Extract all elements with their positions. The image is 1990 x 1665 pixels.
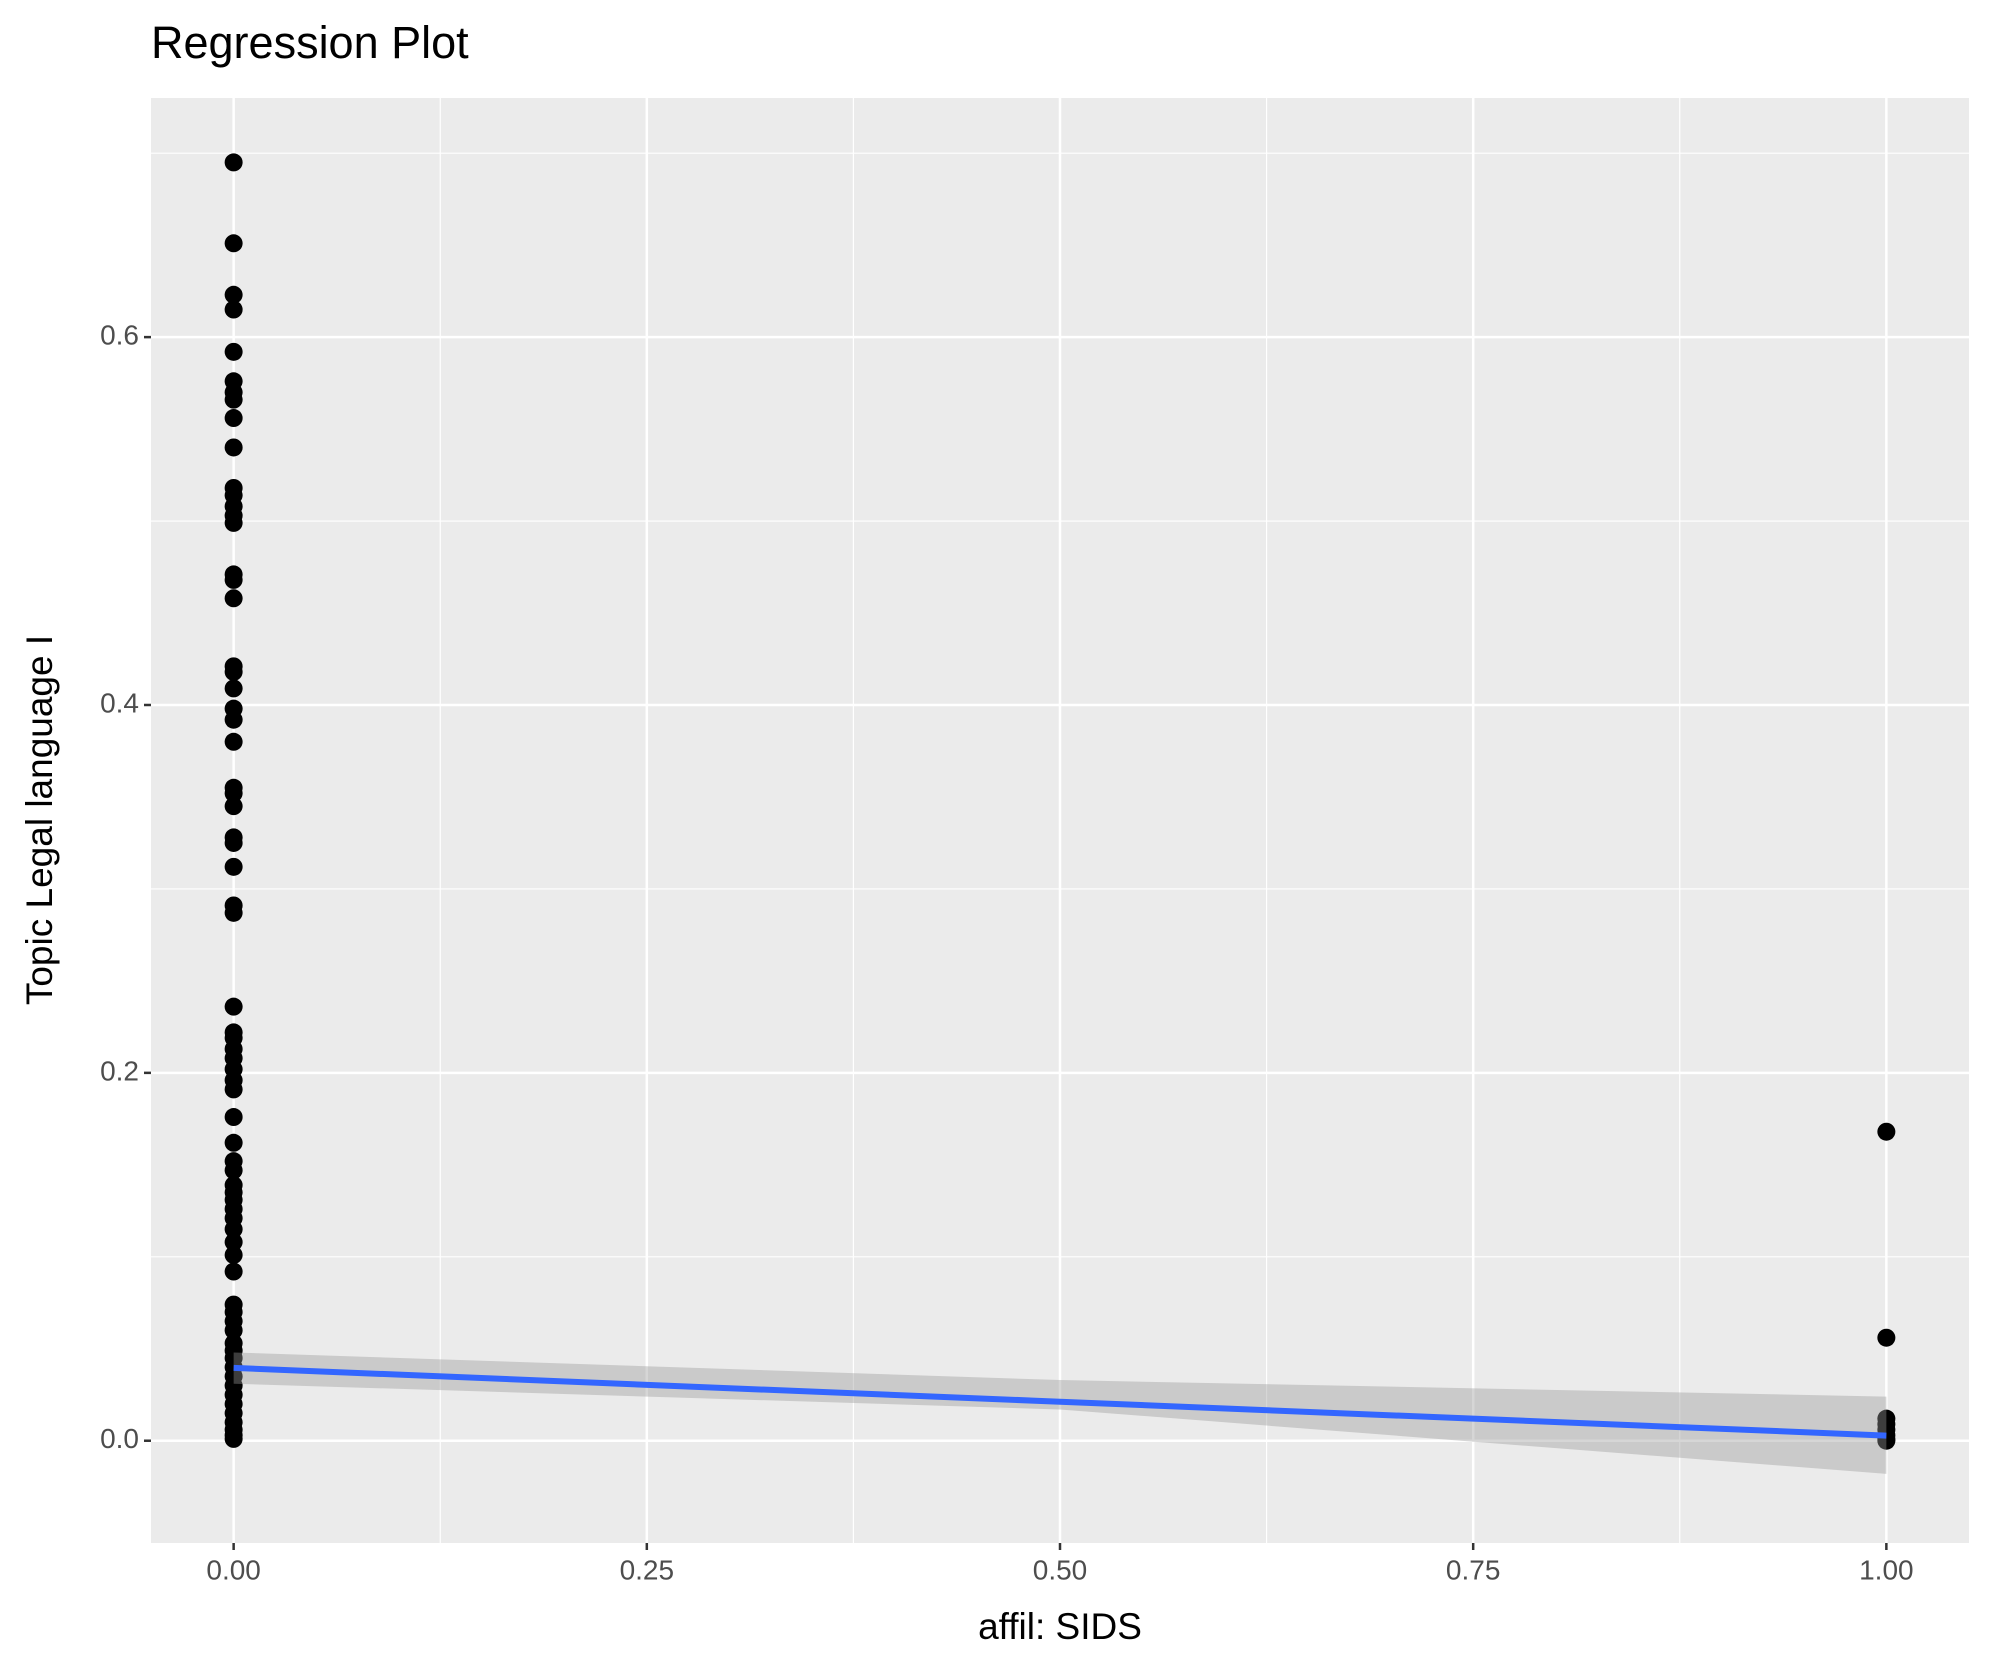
point [224,857,243,876]
point [224,390,243,409]
point [224,903,243,922]
point [224,833,243,852]
point [224,1245,243,1264]
point [1877,1122,1896,1141]
y-tick-label: 0.0 [100,1423,139,1454]
point [224,1233,243,1252]
point [224,1429,243,1448]
point [224,679,243,698]
x-tick-label: 0.75 [1446,1554,1501,1585]
point [1877,1328,1896,1347]
point [224,797,243,816]
point [224,1108,243,1127]
point [224,1321,243,1340]
chart-title: Regression Plot [151,17,469,68]
point [224,438,243,457]
point [224,570,243,589]
point [224,784,243,803]
point [224,1220,243,1239]
point [224,1080,243,1099]
x-tick-label: 0.00 [206,1554,261,1585]
point [224,662,243,681]
point [224,997,243,1016]
y-axis-title: Topic Legal language I [19,635,60,1005]
point [224,234,243,253]
point [224,1262,243,1281]
x-tick-label: 0.25 [620,1554,675,1585]
point [224,342,243,361]
y-tick-label: 0.6 [100,320,139,351]
point [224,589,243,608]
point [224,153,243,172]
x-axis-title: affil: SIDS [978,1606,1142,1647]
x-tick-label: 0.50 [1033,1554,1088,1585]
point [224,1133,243,1152]
point [224,285,243,304]
y-tick-label: 0.4 [100,687,139,718]
x-tick-label: 1.00 [1859,1554,1914,1585]
point [224,732,243,751]
point [224,1161,243,1180]
regression-line [233,1364,1887,1439]
point [224,409,243,428]
y-tick-label: 0.2 [100,1055,139,1086]
point [224,300,243,319]
point [224,513,243,532]
point [224,710,243,729]
